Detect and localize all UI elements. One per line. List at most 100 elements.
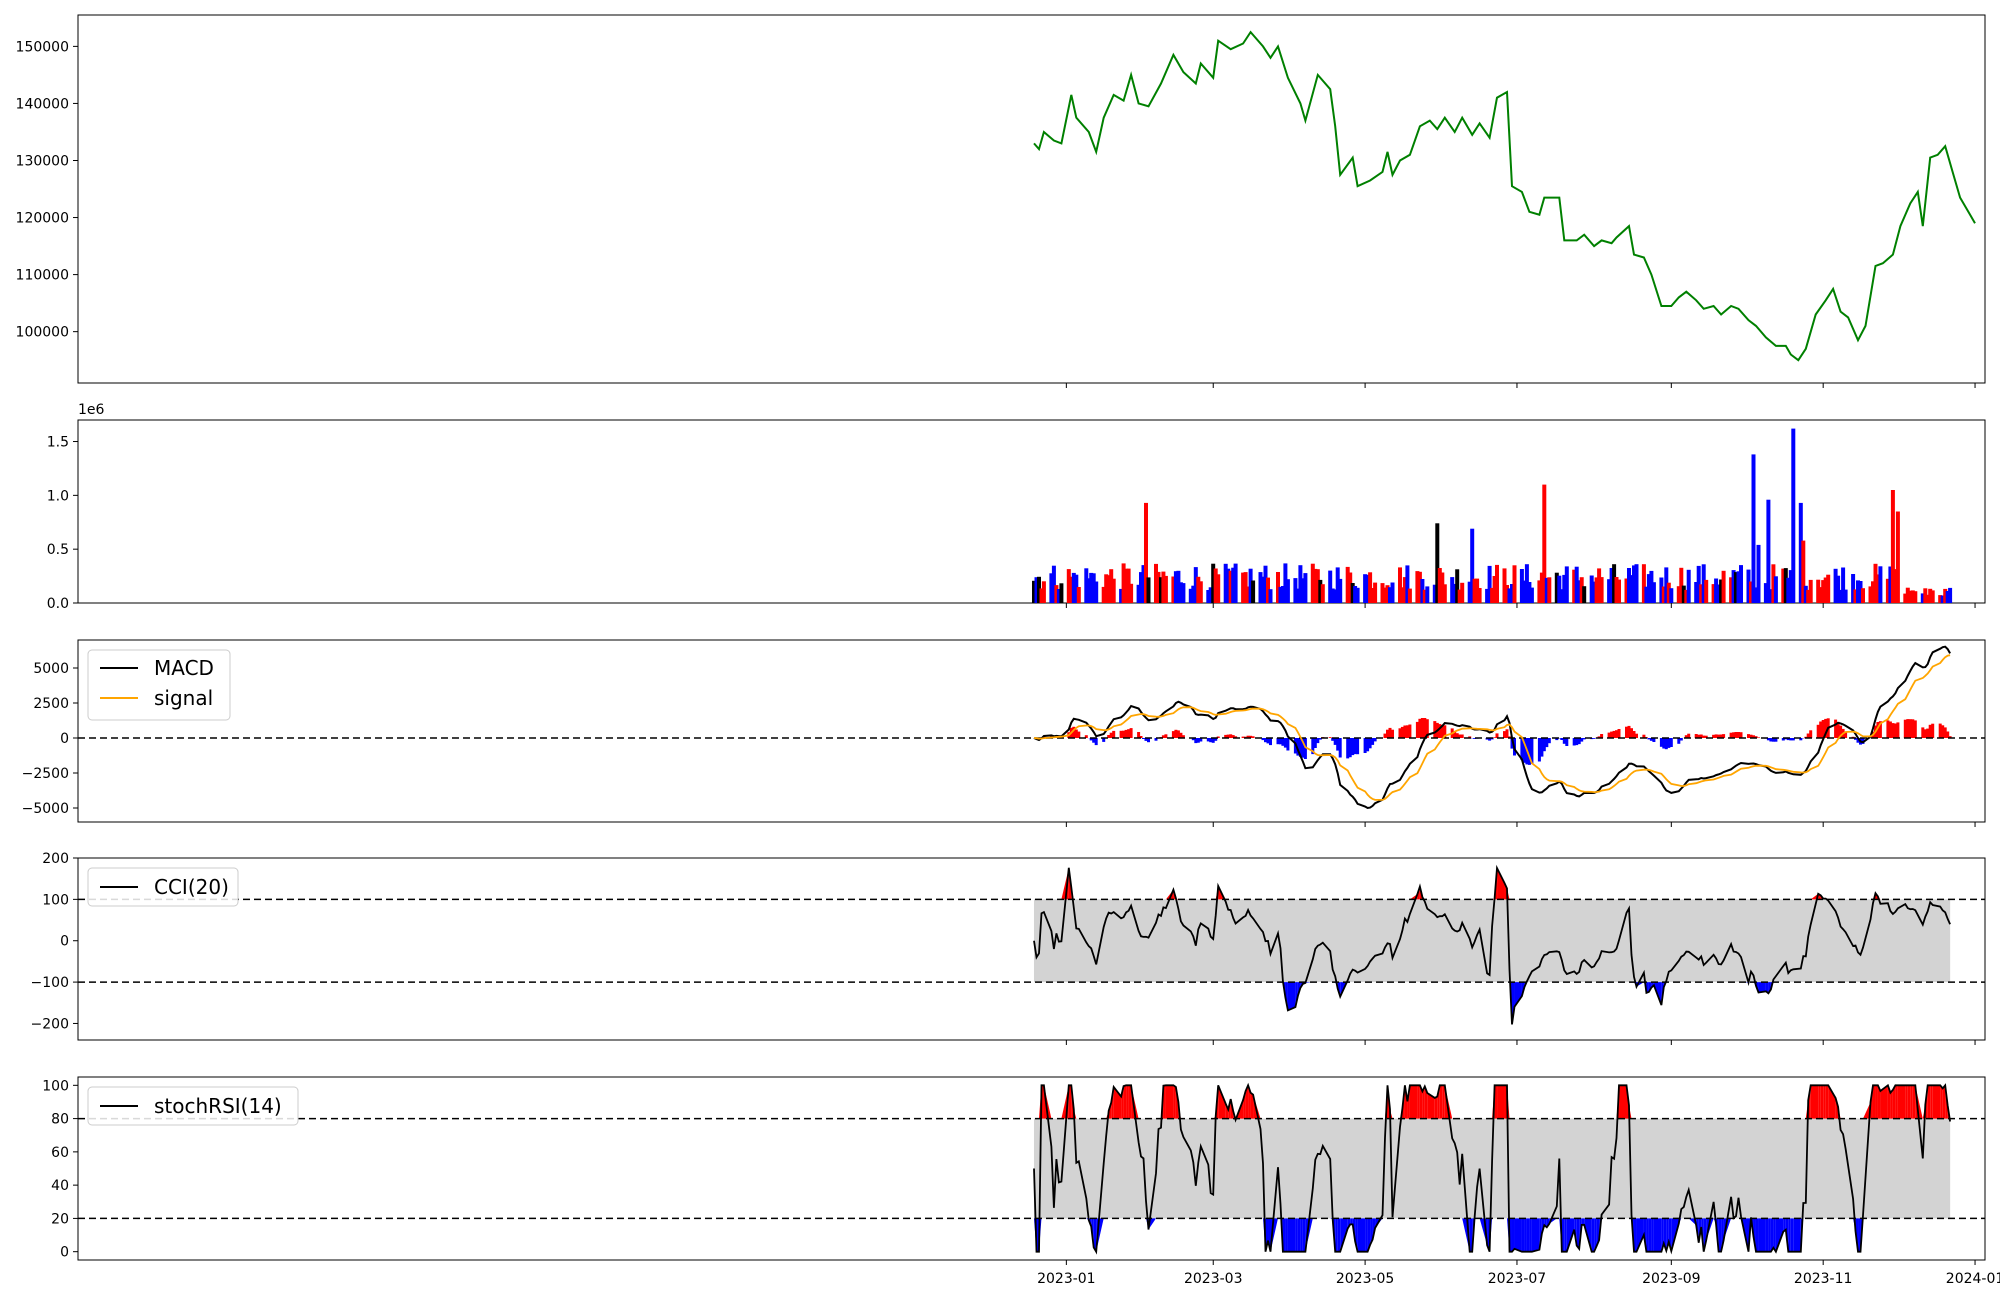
- volume-bar: [1109, 569, 1114, 603]
- macd-histogram-bar: [1209, 738, 1213, 743]
- volume-bar: [1490, 587, 1495, 603]
- stoch-oversold-fill: [1526, 1218, 1530, 1252]
- volume-bar: [1928, 588, 1933, 603]
- cci-oversold-fill: [1646, 982, 1649, 993]
- volume-bar: [1266, 577, 1270, 603]
- volume-bar: [1925, 594, 1930, 603]
- macd-histogram-bar: [1179, 732, 1183, 738]
- volume-bar: [1171, 576, 1176, 603]
- stoch-overbought-fill: [1910, 1085, 1913, 1119]
- macd-histogram-bar: [1652, 738, 1656, 742]
- macd-histogram-bar: [1261, 738, 1265, 741]
- macd-panel: −5000 −2500 0 2500 5000 MACD signal: [22, 639, 1986, 827]
- macd-histogram-bar: [1712, 734, 1716, 738]
- macd-histogram-bar: [1171, 731, 1175, 738]
- volume-bar: [1734, 572, 1738, 603]
- volume-bar: [1298, 565, 1303, 603]
- volume-bar: [1054, 585, 1059, 603]
- volume-bar: [1681, 585, 1686, 603]
- stoch-overbought-fill: [1444, 1085, 1453, 1119]
- volume-bar: [1577, 580, 1582, 603]
- signal-line: [1033, 654, 1951, 801]
- volume-bar: [1537, 580, 1542, 603]
- stoch-overbought-fill: [1872, 1085, 1876, 1119]
- macd-histogram-bar: [1092, 738, 1096, 743]
- macd-histogram-bar: [1757, 737, 1760, 738]
- stoch-overbought-fill: [1907, 1085, 1911, 1119]
- macd-histogram-bar: [1181, 735, 1185, 738]
- macd-histogram-bar: [1094, 738, 1098, 746]
- macd-histogram-bar: [1520, 738, 1524, 761]
- stoch-oversold-fill: [1576, 1218, 1580, 1249]
- volume-bar: [1193, 567, 1198, 603]
- macd-histogram-bar: [1084, 735, 1088, 738]
- macd-histogram-bar: [1839, 725, 1843, 738]
- macd-histogram-bar: [1734, 732, 1738, 738]
- volume-bar: [1694, 582, 1699, 603]
- volume-bar: [1826, 574, 1831, 603]
- stoch-oversold-fill: [1335, 1218, 1338, 1252]
- volume-bar: [1032, 580, 1036, 603]
- cci-oversold-fill: [1305, 982, 1313, 983]
- volume-bar: [1278, 586, 1283, 603]
- stoch-overbought-fill: [1419, 1085, 1423, 1119]
- volume-bar: [1890, 490, 1895, 603]
- volume-bar: [1664, 567, 1669, 603]
- volume-bar: [1450, 577, 1455, 603]
- volume-bar: [1303, 573, 1308, 603]
- stoch-oversold-fill: [1648, 1218, 1652, 1252]
- xtick-label: 2023-05: [1336, 1271, 1395, 1287]
- macd-histogram-bar: [1906, 719, 1910, 738]
- volume-bar: [1529, 587, 1534, 603]
- macd-histogram-bar: [1913, 720, 1917, 738]
- macd-histogram-bar: [1687, 733, 1691, 738]
- volume-bar: [1213, 568, 1218, 603]
- volume-bar: [1313, 568, 1318, 603]
- price-ytick-label: 130000: [16, 153, 69, 169]
- macd-histogram-bar: [1946, 731, 1950, 738]
- volume-bar: [1507, 588, 1512, 603]
- volume-bar: [1781, 568, 1786, 603]
- volume-bar: [1564, 566, 1569, 603]
- volume-bar: [1669, 588, 1674, 603]
- volume-bar: [1475, 578, 1480, 603]
- macd-histogram-bar: [1493, 737, 1497, 738]
- cci-ytick-label: 0: [60, 934, 69, 950]
- stoch-overbought-fill: [1810, 1085, 1819, 1119]
- volume-bar: [1592, 581, 1597, 603]
- stoch-oversold-fill: [1521, 1218, 1525, 1252]
- volume-bar: [1798, 502, 1803, 603]
- volume-bar: [1632, 565, 1636, 603]
- stoch-oversold-fill: [1755, 1218, 1759, 1252]
- volume-bar: [1335, 567, 1340, 603]
- volume-bar: [1154, 563, 1158, 603]
- macd-histogram-bar: [1313, 738, 1317, 748]
- macd-histogram-bar: [1844, 731, 1848, 738]
- stoch-oversold-fill: [1721, 1218, 1724, 1252]
- volume-bar: [1875, 574, 1880, 603]
- macd-histogram-bar: [1754, 736, 1758, 738]
- volume-bar: [1355, 587, 1360, 603]
- macd-histogram-bar: [1331, 738, 1335, 741]
- volume-bar: [1676, 586, 1681, 603]
- macd-histogram-bar: [1737, 732, 1740, 738]
- macd-histogram-bar: [1771, 738, 1775, 742]
- volume-bar: [1599, 577, 1604, 603]
- macd-histogram-bar: [1283, 738, 1287, 748]
- volume-bar: [1505, 585, 1509, 603]
- stoch-oversold-fill: [1858, 1218, 1861, 1252]
- macd-histogram-bar: [1891, 723, 1895, 738]
- macd-histogram-bar: [1739, 732, 1743, 738]
- volume-bar: [1574, 566, 1579, 603]
- stoch-overbought-fill: [1128, 1085, 1132, 1119]
- macd-histogram-bar: [1697, 734, 1701, 738]
- xtick-label: 2023-01: [1037, 1271, 1096, 1287]
- volume-bar: [1836, 575, 1841, 603]
- volume-bar: [1146, 577, 1151, 603]
- volume-bar: [1268, 589, 1273, 603]
- volume-bar: [1938, 595, 1943, 603]
- macd-histogram-bar: [1649, 738, 1653, 741]
- volume-bar: [1470, 528, 1475, 603]
- volume-bar: [1562, 574, 1567, 603]
